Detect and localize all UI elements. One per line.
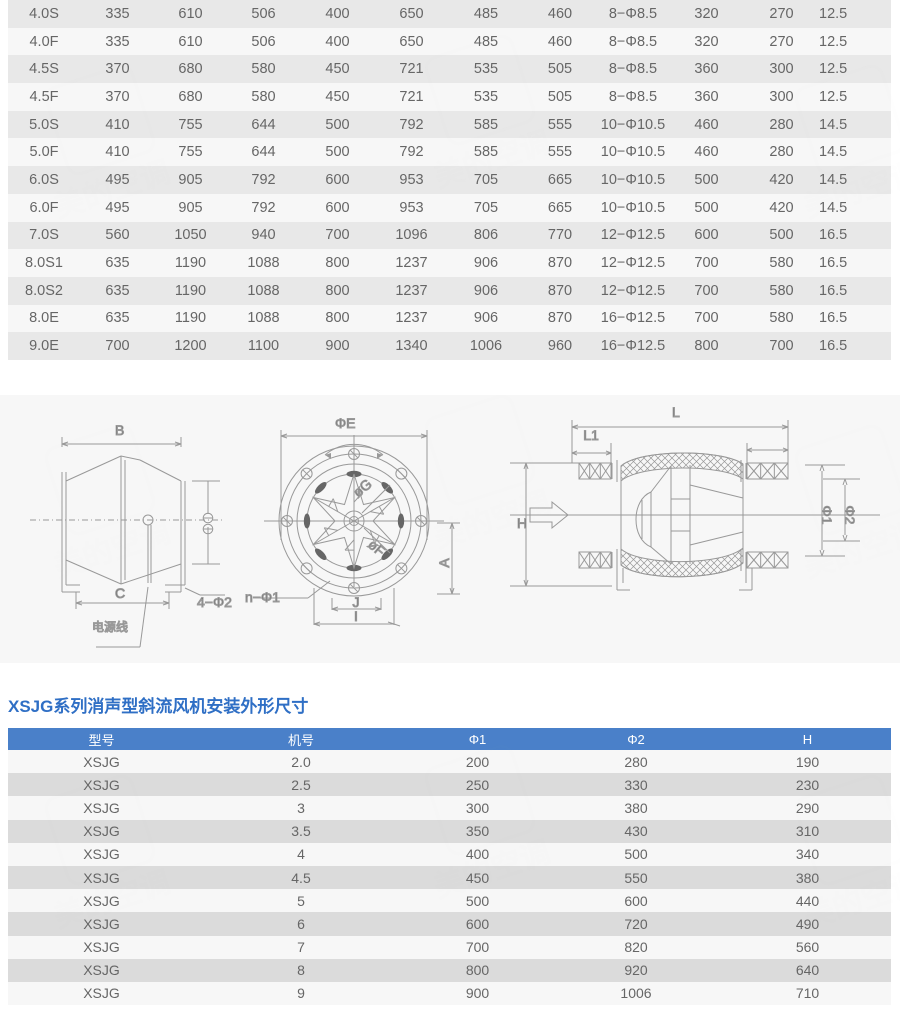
svg-text:C: C xyxy=(115,585,125,601)
svg-text:ΦE: ΦE xyxy=(335,415,356,431)
svg-text:电源线: 电源线 xyxy=(92,620,128,634)
svg-text:Φ2: Φ2 xyxy=(842,506,858,525)
svg-text:Φ1: Φ1 xyxy=(819,506,835,525)
svg-text:A: A xyxy=(436,558,452,568)
svg-text:øG: øG xyxy=(350,476,375,501)
svg-text:4−Φ2: 4−Φ2 xyxy=(197,594,232,610)
svg-text:H: H xyxy=(517,515,527,531)
svg-text:n−Φ1: n−Φ1 xyxy=(245,589,280,605)
svg-text:L: L xyxy=(672,404,680,420)
svg-text:I: I xyxy=(354,608,358,624)
svg-text:B: B xyxy=(115,422,124,438)
svg-text:L1: L1 xyxy=(583,427,599,443)
